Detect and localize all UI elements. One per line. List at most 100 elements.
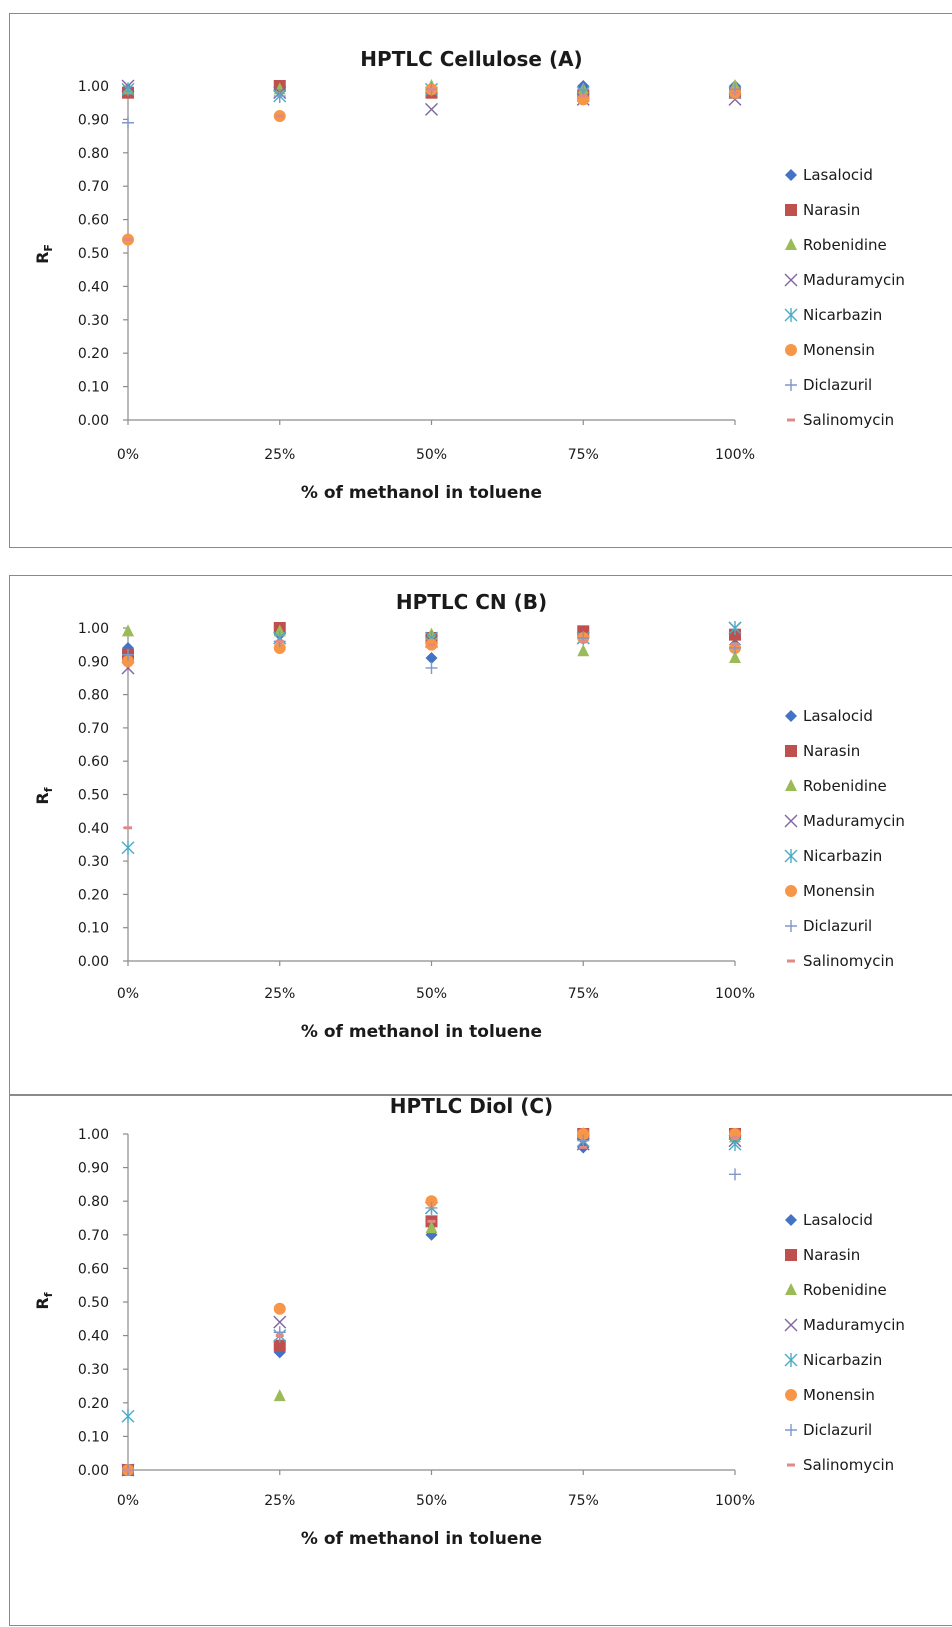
- legend-label-lasalocid: Lasalocid: [803, 1211, 873, 1229]
- legend-marker-diclazuril: [785, 379, 797, 391]
- chart-panel-cn: HPTLC CN (B) 0.00 0.10 0.20 0.30 0.40 0.50 0.60…: [9, 575, 952, 1095]
- y-axis-label: Rf: [33, 1292, 55, 1309]
- y-tick-label: 0.10: [78, 1429, 109, 1445]
- y-tick-label: 0.90: [78, 112, 109, 128]
- legend-marker-salinomycin: [787, 959, 795, 963]
- legend-marker-robenidine: [785, 779, 797, 791]
- y-tick-label: 0.30: [78, 1362, 109, 1378]
- data-point-monensin: [122, 655, 134, 668]
- legend-label-monensin: Monensin: [803, 1386, 875, 1404]
- x-tick-label: 0%: [117, 1493, 139, 1509]
- legend-marker-nicarbazin: [784, 1353, 798, 1367]
- data-point-robenidine: [729, 650, 741, 663]
- data-point-salinomycin: [124, 826, 132, 830]
- legend-label-nicarbazin: Nicarbazin: [803, 847, 882, 865]
- legend-label-narasin: Narasin: [803, 201, 860, 219]
- y-tick-label: 0.70: [78, 721, 109, 737]
- legend-marker-nicarbazin: [784, 849, 798, 863]
- y-tick-label: 0.80: [78, 688, 109, 704]
- x-tick-label: 25%: [264, 447, 295, 463]
- y-tick-label: 0.40: [78, 279, 109, 295]
- y-tick-label: 0.80: [78, 1194, 109, 1210]
- y-tick-label: 0.20: [78, 346, 109, 362]
- data-point-nicarbazin: [121, 840, 135, 855]
- data-point-salinomycin: [275, 639, 284, 643]
- legend-marker-nicarbazin: [784, 308, 798, 322]
- y-tick-label: 0.00: [78, 413, 109, 429]
- y-tick-label: 0.60: [78, 754, 109, 770]
- y-tick-label: 1.00: [78, 621, 109, 637]
- data-point-diclazuril: [729, 1168, 741, 1181]
- data-point-diclazuril: [122, 116, 134, 129]
- y-tick-label: 0.90: [78, 1161, 109, 1177]
- data-point-robenidine: [122, 624, 134, 637]
- data-point-salinomycin: [579, 639, 588, 643]
- legend-label-maduramycin: Maduramycin: [803, 812, 905, 830]
- legend-marker-maduramycin: [784, 1318, 798, 1332]
- chart-title: HPTLC CN (B): [396, 590, 547, 614]
- chart-title: HPTLC Cellulose (A): [360, 47, 582, 71]
- data-point-lasalocid: [425, 651, 438, 664]
- data-point-salinomycin: [427, 1219, 436, 1223]
- legend-marker-lasalocid: [785, 1214, 797, 1226]
- data-point-nicarbazin: [121, 1409, 135, 1424]
- chart-svg: HPTLC Cellulose (A) 0.00 0.10 0.20 0.30 0.40 0…: [33, 47, 905, 503]
- x-axis-label: % of methanol in toluene: [301, 483, 542, 503]
- x-tick-label: 50%: [416, 1493, 447, 1509]
- legend-label-monensin: Monensin: [803, 882, 875, 900]
- y-tick-label: 0.30: [78, 313, 109, 329]
- data-point-robenidine: [577, 644, 590, 657]
- y-tick-label: 1.00: [78, 79, 109, 95]
- legend-label-robenidine: Robenidine: [803, 777, 887, 795]
- y-tick-label: 0.70: [78, 179, 109, 195]
- legend-label-salinomycin: Salinomycin: [803, 1456, 894, 1474]
- legend-marker-narasin: [785, 1249, 797, 1261]
- legend-marker-robenidine: [785, 1283, 797, 1295]
- x-tick-label: 50%: [416, 447, 447, 463]
- y-tick-label: 0.20: [78, 887, 109, 903]
- data-point-salinomycin: [427, 643, 436, 647]
- legend-label-lasalocid: Lasalocid: [803, 166, 873, 184]
- y-tick-label: 0.50: [78, 788, 109, 804]
- data-point-maduramycin: [273, 1315, 287, 1329]
- y-tick-label: 0.20: [78, 1396, 109, 1412]
- data-point-salinomycin: [579, 94, 588, 98]
- x-tick-label: 75%: [568, 1493, 599, 1509]
- x-tick-label: 0%: [117, 447, 139, 463]
- legend-label-robenidine: Robenidine: [803, 236, 887, 254]
- legend-marker-lasalocid: [785, 710, 797, 722]
- legend-label-robenidine: Robenidine: [803, 1281, 887, 1299]
- y-tick-label: 0.50: [78, 1295, 109, 1311]
- legend-marker-narasin: [785, 204, 797, 216]
- x-tick-label: 75%: [568, 986, 599, 1002]
- data-point-diclazuril: [577, 1134, 590, 1147]
- y-tick-label: 0.50: [78, 246, 109, 262]
- data-point-diclazuril: [273, 90, 286, 103]
- legend-label-narasin: Narasin: [803, 742, 860, 760]
- x-tick-label: 75%: [568, 447, 599, 463]
- data-point-salinomycin: [124, 1468, 132, 1472]
- legend-marker-maduramycin: [784, 273, 798, 287]
- data-point-diclazuril: [577, 83, 590, 96]
- y-tick-label: 0.00: [78, 1463, 109, 1479]
- legend-marker-salinomycin: [787, 1463, 795, 1467]
- y-tick-label: 0.00: [78, 954, 109, 970]
- x-tick-label: 25%: [264, 1493, 295, 1509]
- y-tick-label: 1.00: [78, 1127, 109, 1143]
- data-point-diclazuril: [425, 1201, 438, 1214]
- data-point-salinomycin: [275, 114, 284, 118]
- x-tick-label: 100%: [715, 447, 755, 463]
- legend-marker-diclazuril: [785, 920, 797, 932]
- data-point-robenidine: [273, 624, 286, 637]
- legend-marker-robenidine: [785, 238, 797, 250]
- x-tick-label: 100%: [715, 986, 755, 1002]
- legend-marker-lasalocid: [785, 169, 797, 181]
- legend-marker-salinomycin: [787, 418, 795, 422]
- data-point-robenidine: [273, 1389, 286, 1402]
- legend-label-maduramycin: Maduramycin: [803, 271, 905, 289]
- x-tick-label: 0%: [117, 986, 139, 1002]
- legend-marker-diclazuril: [785, 1424, 797, 1436]
- legend-marker-monensin: [785, 885, 797, 897]
- data-point-maduramycin: [425, 102, 438, 116]
- data-point-monensin: [425, 1195, 438, 1208]
